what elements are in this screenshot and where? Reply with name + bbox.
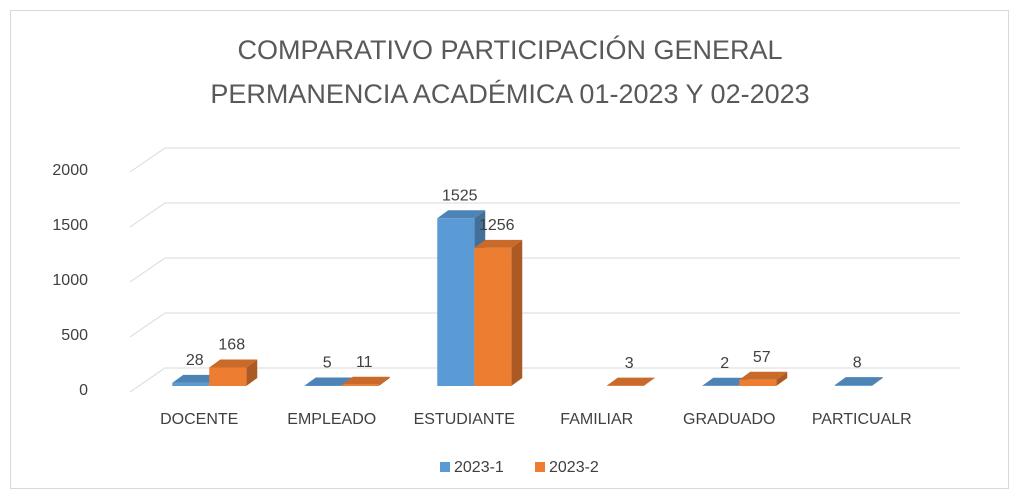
grid-line [129, 312, 960, 338]
y-tick-label: 1000 [52, 272, 88, 289]
bar-face [834, 377, 883, 386]
bar [474, 239, 523, 386]
legend-swatch [440, 462, 450, 472]
data-label: 8 [853, 354, 862, 371]
grid-line [129, 147, 960, 173]
bar-face [304, 385, 342, 386]
grid-line [129, 367, 960, 393]
x-tick-label: GRADUADO [683, 411, 775, 428]
bar-face [437, 210, 486, 219]
bar-face [172, 382, 210, 386]
bar [606, 377, 655, 386]
bar-face [511, 239, 523, 386]
bar-face [209, 359, 258, 368]
data-label: 57 [753, 349, 771, 366]
data-label: 5 [323, 355, 332, 372]
bar-face [474, 239, 523, 248]
data-label: 11 [356, 354, 373, 371]
bar-face [437, 218, 475, 386]
x-tick-label: FAMILIAR [560, 411, 633, 428]
y-tick-label: 2000 [52, 162, 88, 179]
bar-face [702, 377, 751, 386]
bar [834, 377, 883, 386]
bar-face [739, 371, 788, 380]
bar-face [341, 384, 379, 386]
data-label: 1256 [479, 217, 515, 234]
y-tick-label: 1500 [52, 217, 88, 234]
legend-label: 2023-1 [454, 459, 504, 476]
bar-face [304, 377, 353, 386]
x-tick-label: EMPLEADO [287, 411, 376, 428]
bar [209, 359, 258, 386]
data-label: 3 [625, 355, 634, 372]
chart-title: COMPARATIVO PARTICIPACIÓN GENERAL [237, 34, 782, 65]
bar [341, 376, 390, 386]
legend-swatch [535, 462, 545, 472]
bar-face [776, 371, 788, 386]
x-tick-label: ESTUDIANTE [414, 411, 515, 428]
data-label: 1525 [442, 187, 478, 204]
bar-face [606, 377, 655, 386]
bar-face [378, 376, 390, 386]
data-label: 28 [186, 352, 204, 369]
bar-face [643, 377, 655, 386]
y-tick-label: 500 [61, 327, 88, 344]
grid-line [129, 202, 960, 228]
x-tick-label: PARTICUALR [812, 411, 912, 428]
bar-face [172, 374, 221, 383]
bar-face [474, 247, 512, 386]
bar-face [739, 379, 777, 386]
bar-face [246, 359, 258, 386]
data-label: 168 [218, 337, 245, 354]
bar-face [871, 377, 883, 386]
bar [739, 371, 788, 386]
grid-line [129, 257, 960, 283]
x-tick-label: DOCENTE [160, 411, 238, 428]
legend-label: 2023-2 [549, 459, 599, 476]
bar-face [834, 385, 872, 386]
chart-title: PERMANENCIA ACADÉMICA 01-2023 Y 02-2023 [210, 79, 809, 109]
bar-face [209, 367, 247, 386]
bar-face [341, 376, 390, 385]
data-label: 2 [720, 355, 729, 372]
y-tick-label: 0 [79, 382, 88, 399]
